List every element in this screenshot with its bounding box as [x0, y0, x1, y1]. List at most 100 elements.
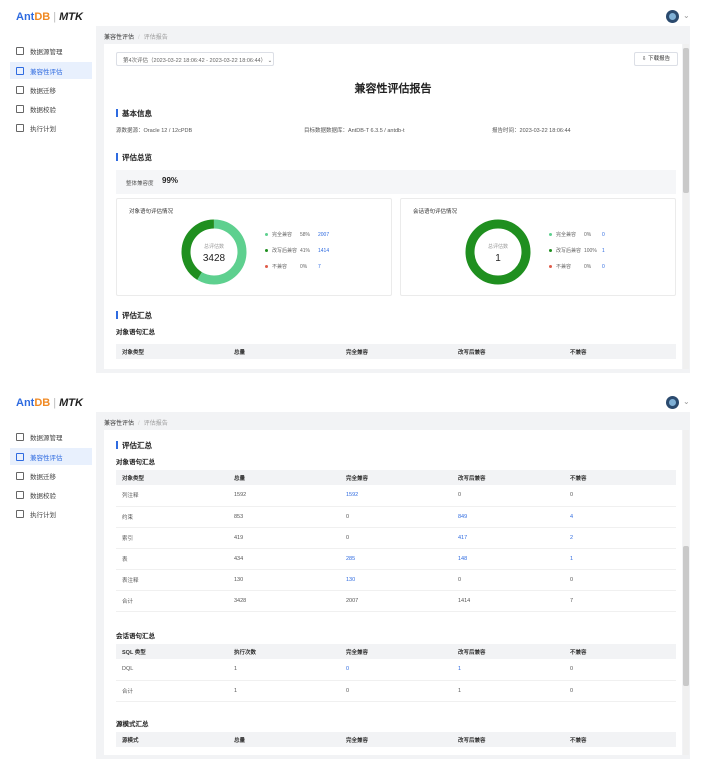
sidebar-item-datasource[interactable]: 数据源管理 — [10, 428, 92, 445]
table-row: 列注释 1592 1592 0 0 — [116, 485, 676, 507]
object-donut-chart — [181, 219, 247, 285]
session-legend-incompatible: 不兼容 0% 0 — [549, 263, 605, 270]
session-eval-card: 会话语句评估情况 总评估数 1 完全兼容 0% 0 改写后兼容 100% 1 不兼容 0%… — [400, 198, 676, 296]
legend-name: 完全兼容 — [556, 232, 577, 238]
chevron-down-icon[interactable]: ⌄ — [683, 397, 690, 406]
legend-count[interactable]: 0 — [602, 232, 605, 238]
chevron-down-icon[interactable]: ⌄ — [683, 11, 690, 20]
sidebar-item-migration[interactable]: 数据迁移 — [10, 467, 92, 484]
table-cell-link[interactable]: 0 — [340, 659, 452, 681]
session-donut-label: 总评估数 — [487, 244, 508, 250]
table-cell: 列注释 — [116, 485, 228, 507]
table-cell: 约束 — [116, 506, 228, 528]
donut-segment — [181, 219, 247, 285]
target-label: 目标数据数据库： — [304, 128, 349, 134]
table-cell-link[interactable]: 849 — [452, 506, 564, 528]
sidebar: 数据源管理 兼容性评估 数据迁移 数据校验 执行计划 — [0, 34, 96, 386]
table-cell-link[interactable]: 417 — [452, 527, 564, 549]
report-panel: 评估汇总 对象语句汇总 对象类型 总量 完全兼容 改写后兼容 不兼容 列注释 15… — [104, 430, 682, 755]
sidebar-item-plan[interactable]: 执行计划 — [10, 119, 92, 136]
sidebar-item-plan[interactable]: 执行计划 — [10, 505, 92, 522]
time-label: 报告时间： — [492, 128, 520, 134]
table-cell: 合计 — [116, 590, 228, 612]
table-cell-link[interactable]: 148 — [452, 548, 564, 570]
table-row: DQL 1 0 1 0 — [116, 659, 676, 681]
app-logo[interactable]: AntDB | MTK — [16, 11, 83, 23]
breadcrumb-parent[interactable]: 兼容性评估 — [104, 421, 135, 427]
table-cell-link[interactable]: 285 — [340, 548, 452, 570]
table-header-row: 源模式 总量 完全兼容 改写后兼容 不兼容 — [116, 732, 676, 747]
table-cell-link[interactable]: 2 — [564, 527, 676, 549]
report-screen-top: AntDB | MTK ⌄ 数据源管理 兼容性评估 数据迁移 数据校验 执行计划 兼… — [0, 10, 690, 386]
table-cell: 3428 — [228, 590, 340, 612]
legend-count[interactable]: 1414 — [318, 248, 330, 254]
table-cell: DQL — [116, 659, 228, 681]
object-donut-label: 总评估数 — [203, 244, 224, 250]
table-cell: 表 — [116, 548, 228, 570]
table-cell-link[interactable]: 1 — [452, 659, 564, 681]
breadcrumb-current: 评估报告 — [143, 421, 168, 427]
table-total-row: 合计 1 0 1 0 — [116, 680, 676, 702]
source-value: Oracle 12 / 12cPDB — [143, 128, 193, 134]
overall-compat-box: 整体兼容度 99% — [116, 170, 676, 194]
avatar-icon[interactable] — [666, 10, 679, 23]
legend-name: 改写后兼容 — [272, 248, 298, 254]
sidebar-item-datasource[interactable]: 数据源管理 — [10, 42, 92, 59]
table-cell-link[interactable]: 1592 — [340, 485, 452, 507]
report-title: 兼容性评估报告 — [354, 83, 432, 95]
table-cell: 434 — [228, 548, 340, 570]
sidebar-item-label: 数据迁移 — [30, 87, 56, 95]
session-donut-chart — [465, 219, 531, 285]
sidebar-item-verify[interactable]: 数据校验 — [10, 100, 92, 117]
object-summary-table-top: 对象类型 总量 完全兼容 改写后兼容 不兼容 — [116, 344, 676, 359]
object-summary-heading: 对象语句汇总 — [116, 329, 155, 336]
section-summary: 评估汇总 — [116, 310, 152, 321]
sidebar-item-compat-eval[interactable]: 兼容性评估 — [10, 62, 92, 79]
sidebar-item-compat-eval[interactable]: 兼容性评估 — [10, 448, 92, 465]
table-cell-link[interactable]: 4 — [564, 506, 676, 528]
main-content: 兼容性评估 / 评估报告 第4次评估（2023-03-22 18:06:42 - 2… — [96, 26, 690, 373]
avatar-icon[interactable] — [666, 396, 679, 409]
section-summary: 评估汇总 — [116, 440, 152, 451]
source-mode-summary-heading: 源模式汇总 — [116, 721, 149, 728]
breadcrumb-separator: / — [138, 35, 140, 41]
legend-dot — [549, 249, 552, 253]
table-row: 表 434 285 148 1 — [116, 548, 676, 570]
legend-count[interactable]: 7 — [318, 264, 321, 270]
legend-count[interactable]: 1 — [602, 248, 605, 254]
table-row: 表注释 130 130 0 0 — [116, 569, 676, 591]
sidebar-item-migration[interactable]: 数据迁移 — [10, 81, 92, 98]
legend-name: 完全兼容 — [272, 232, 293, 238]
legend-count[interactable]: 2007 — [318, 232, 330, 238]
eval-run-select[interactable]: 第4次评估（2023-03-22 18:06:42 - 2023-03-22 1… — [116, 52, 274, 66]
legend-name: 改写后兼容 — [556, 248, 582, 254]
table-header-row: SQL 类型 执行次数 完全兼容 改写后兼容 不兼容 — [116, 644, 676, 659]
column-header: 完全兼容 — [340, 344, 452, 359]
column-header: 总量 — [228, 732, 340, 747]
table-cell-link[interactable]: 130 — [340, 569, 452, 591]
legend-name: 不兼容 — [556, 264, 572, 270]
logo-mtk-text: MTK — [59, 397, 83, 409]
sidebar: 数据源管理 兼容性评估 数据迁移 数据校验 执行计划 — [0, 420, 96, 772]
scrollbar-track[interactable] — [683, 44, 689, 369]
legend-dot — [265, 233, 268, 237]
target-db-info: 目标数据数据库：AntDB-T 6.3.5 / antdb-t — [304, 126, 404, 134]
legend-count[interactable]: 0 — [602, 264, 605, 270]
database-icon — [16, 46, 24, 55]
scrollbar-thumb[interactable] — [683, 546, 689, 686]
table-cell: 853 — [228, 506, 340, 528]
object-summary-heading: 对象语句汇总 — [116, 459, 155, 466]
download-report-button[interactable]: ⇩ 下载报告 — [634, 52, 678, 66]
sidebar-item-label: 兼容性评估 — [30, 454, 63, 462]
scrollbar-thumb[interactable] — [683, 48, 689, 193]
column-header: 改写后兼容 — [452, 344, 564, 359]
breadcrumb-parent[interactable]: 兼容性评估 — [104, 35, 135, 41]
column-header: 完全兼容 — [340, 732, 452, 747]
overall-compat-value: 99% — [162, 176, 179, 185]
copy-icon — [16, 490, 24, 499]
sidebar-item-verify[interactable]: 数据校验 — [10, 486, 92, 503]
table-cell-link[interactable]: 1 — [564, 548, 676, 570]
app-logo[interactable]: AntDB | MTK — [16, 397, 83, 409]
breadcrumb: 兼容性评估 / 评估报告 — [104, 418, 168, 427]
table-cell: 7 — [564, 590, 676, 612]
